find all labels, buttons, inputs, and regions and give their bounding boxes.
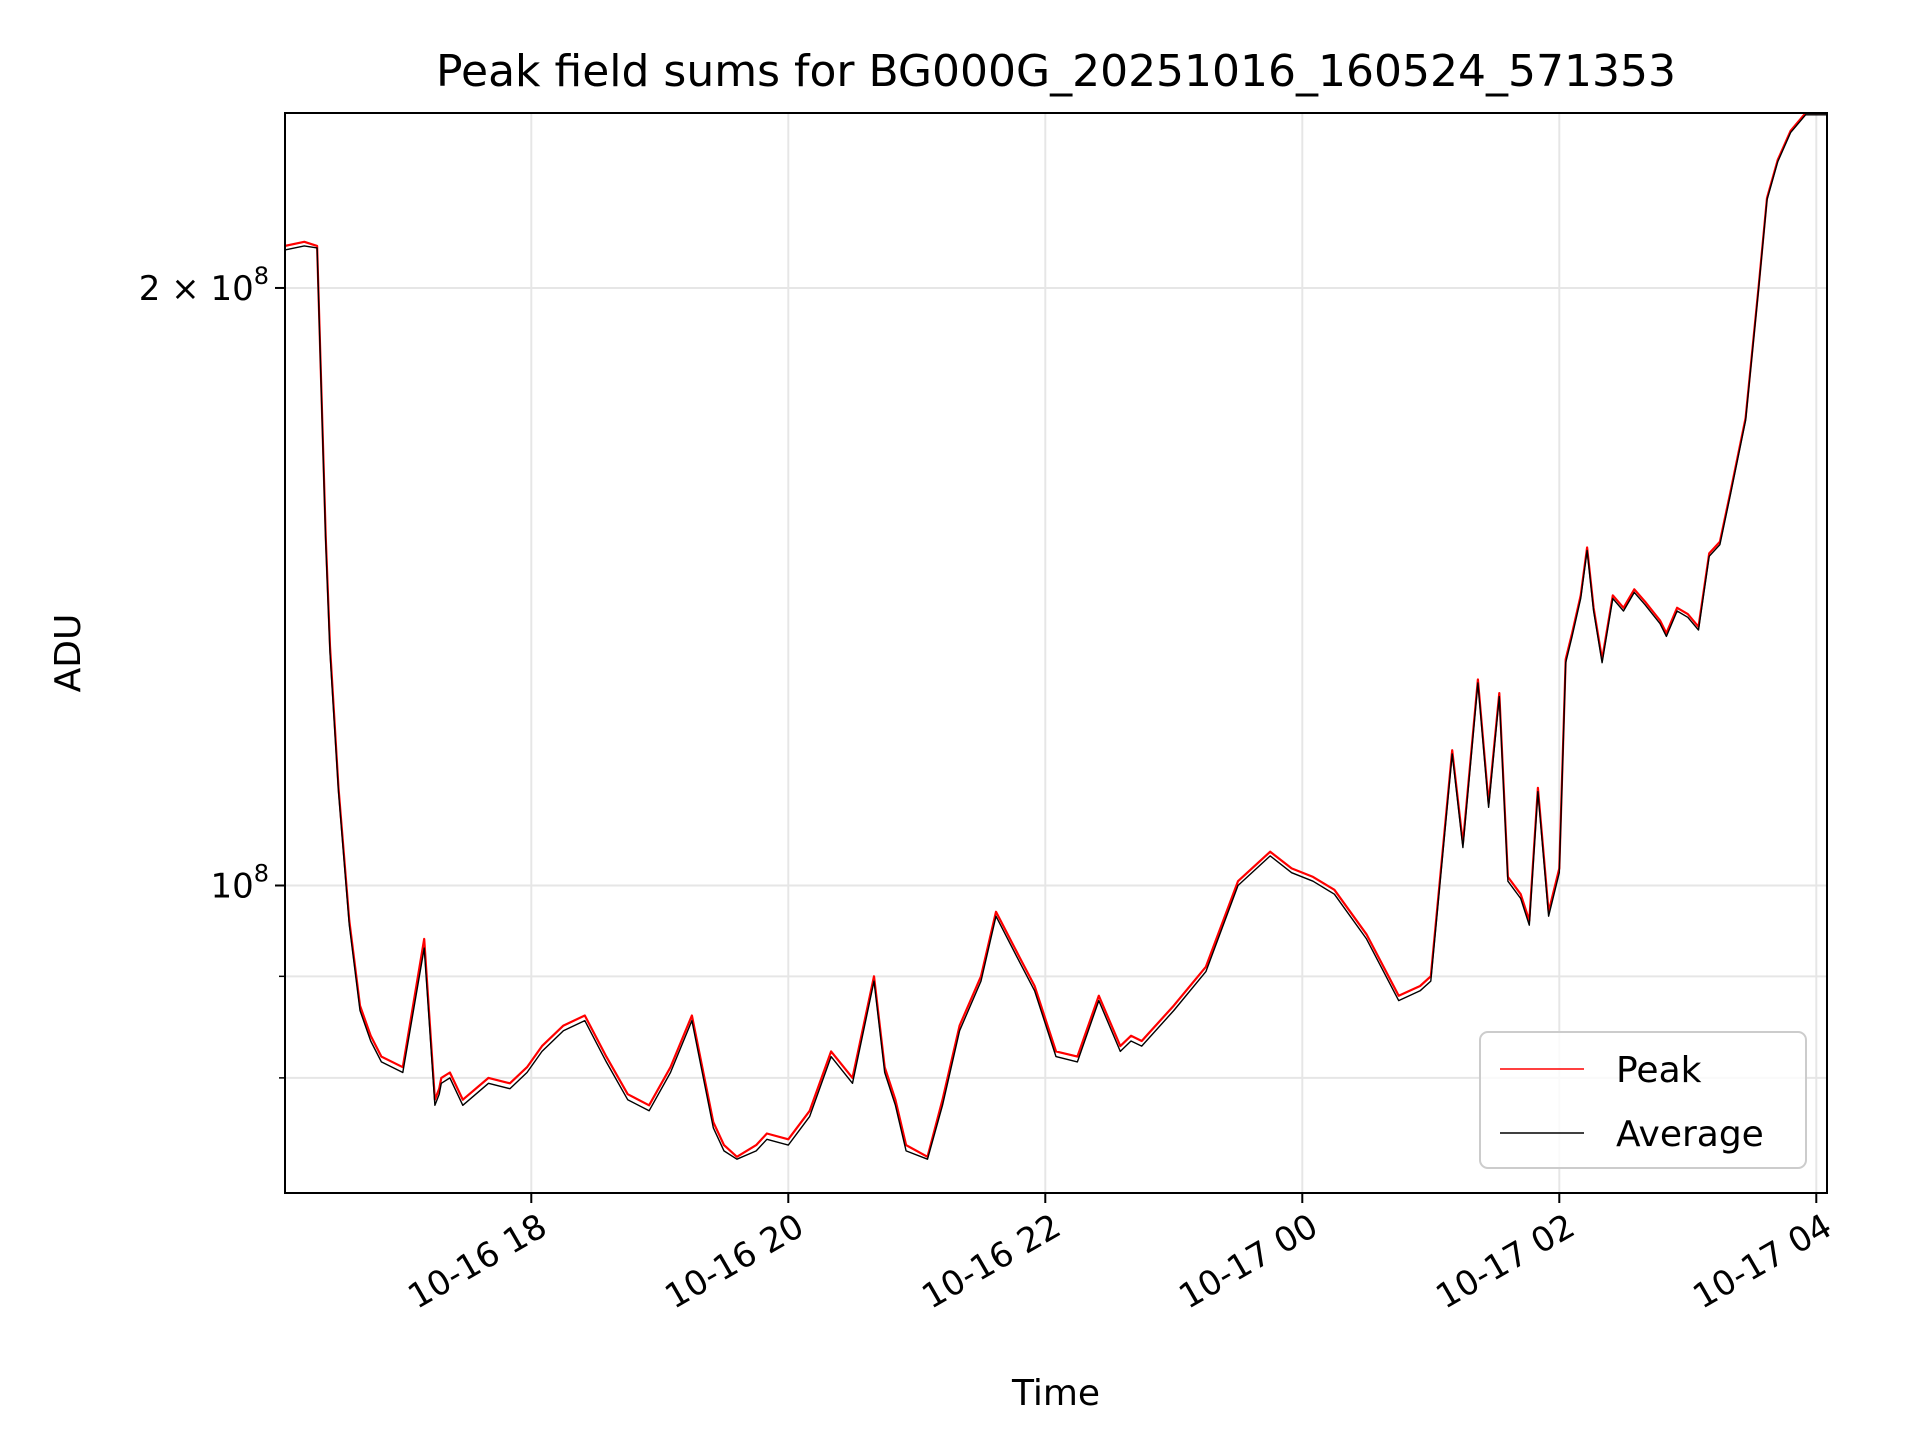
x-tick-label: 10-17 04	[1686, 1206, 1838, 1317]
series-line-peak	[285, 113, 1827, 1158]
x-tick-label: 10-16 22	[915, 1206, 1067, 1317]
legend-label-average: Average	[1616, 1114, 1764, 1155]
x-tick-label: 10-17 02	[1429, 1206, 1581, 1317]
series-line-average	[285, 114, 1827, 1160]
legend: Peak Average	[1479, 1031, 1807, 1169]
x-axis: 10-16 18 10-16 20 10-16 22 10-17 00 10-17 02…	[401, 1193, 1839, 1317]
y-axis: 108 2 × 108	[139, 262, 285, 1079]
y-axis-label: ADU	[48, 614, 89, 693]
x-tick-label: 10-16 18	[401, 1206, 553, 1317]
series-lines	[285, 113, 1827, 1160]
plot-frame	[284, 112, 1828, 1194]
legend-label-peak: Peak	[1616, 1050, 1702, 1091]
x-axis-label: Time	[1011, 1373, 1100, 1414]
y-tick-label: 2 × 108	[139, 262, 269, 309]
x-tick-label: 10-17 00	[1172, 1206, 1324, 1317]
legend-box	[1479, 1031, 1807, 1169]
x-tick-label: 10-16 20	[658, 1206, 810, 1317]
chart-title: Peak field sums for BG000G_20251016_1605…	[436, 46, 1676, 97]
y-tick-label: 108	[210, 860, 269, 907]
